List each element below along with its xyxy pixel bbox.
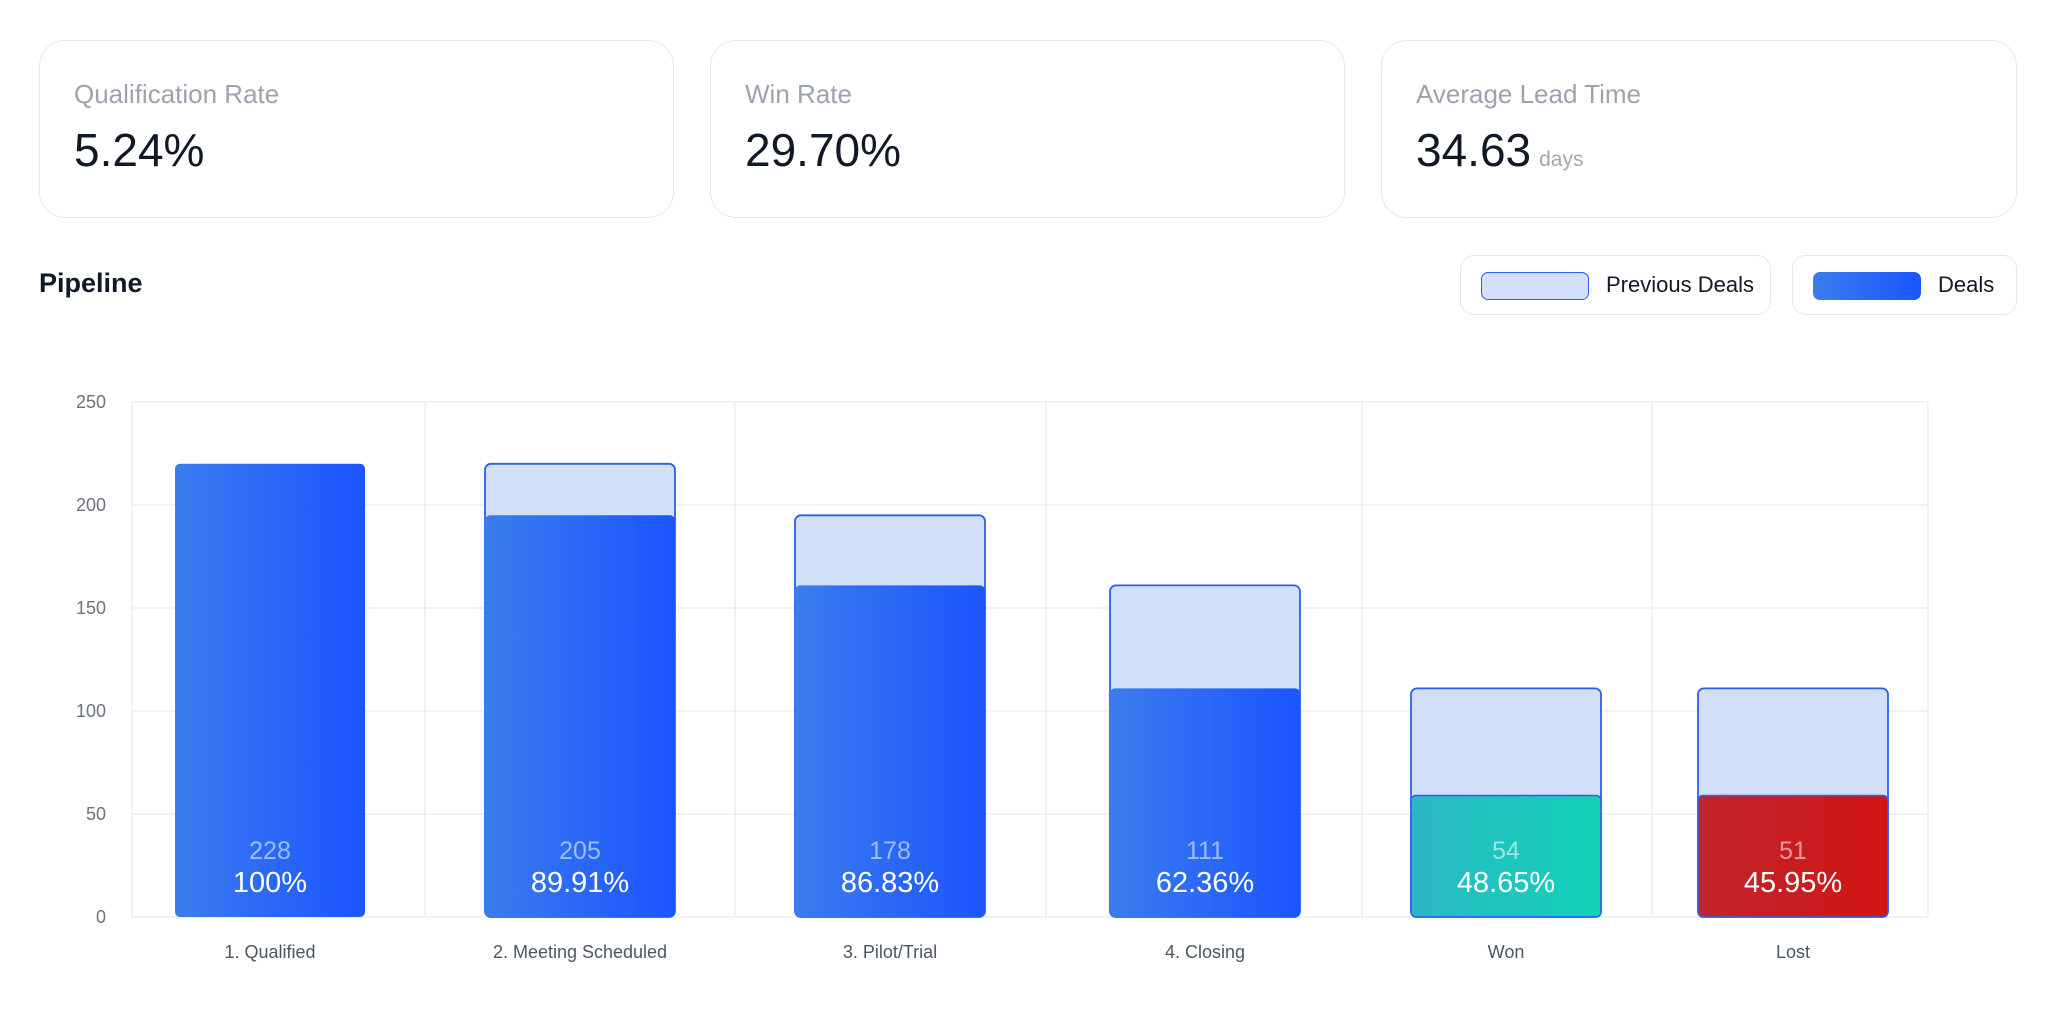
bar-count-label: 54: [1492, 837, 1520, 865]
x-tick-label: 3. Pilot/Trial: [843, 942, 937, 962]
bar-count-label: 111: [1186, 837, 1224, 865]
bar-count-label: 51: [1779, 837, 1807, 865]
x-axis: 1. Qualified 2. Meeting Scheduled 3. Pilot…: [224, 942, 1810, 962]
bar-percent-label: 62.36%: [1156, 867, 1254, 899]
bar-deals: [1110, 688, 1300, 917]
legend-toggle-previous-deals[interactable]: Previous Deals: [1460, 255, 1771, 315]
bar-percent-label: 86.83%: [841, 867, 939, 899]
bar-deals: [485, 515, 675, 917]
y-tick-label: 0: [96, 907, 106, 927]
kpi-label: Qualification Rate: [74, 79, 280, 109]
y-tick-label: 150: [76, 598, 106, 618]
kpi-value: 34.63 days: [1416, 124, 1584, 176]
x-tick-label: Lost: [1776, 942, 1810, 962]
kpi-value: 29.70%: [745, 124, 902, 176]
x-tick-label: Won: [1488, 942, 1525, 962]
kpi-card-average-lead-time: Average Lead Time 34.63 days: [1381, 40, 2017, 218]
x-tick-label: 1. Qualified: [224, 942, 315, 962]
chart-grid: [131, 401, 1929, 918]
bar-percent-label: 45.95%: [1744, 867, 1842, 899]
y-tick-label: 200: [76, 495, 106, 515]
bar-deals: [175, 463, 365, 917]
legend-label-previous: Previous Deals: [1606, 272, 1754, 297]
bar-percent-label: 100%: [233, 867, 307, 899]
kpi-card-qualification-rate: Qualification Rate 5.24%: [39, 40, 674, 218]
kpi-label: Average Lead Time: [1416, 79, 1641, 109]
y-tick-label: 250: [76, 392, 106, 412]
y-tick-label: 100: [76, 701, 106, 721]
bar-count-label: 228: [249, 837, 291, 865]
kpi-card-win-rate: Win Rate 29.70%: [710, 40, 1345, 218]
legend-label-deals: Deals: [1938, 272, 1995, 297]
legend-swatch-deals: [1813, 272, 1921, 300]
x-tick-label: 4. Closing: [1165, 942, 1245, 962]
legend-toggle-deals[interactable]: Deals: [1792, 255, 2017, 315]
x-tick-label: 2. Meeting Scheduled: [493, 942, 667, 962]
legend-swatch-previous: [1481, 272, 1589, 300]
bar-deals: [795, 585, 985, 917]
kpi-unit: days: [1539, 148, 1584, 171]
bar-deals: [1410, 794, 1602, 918]
y-tick-label: 50: [86, 804, 106, 824]
pipeline-title: Pipeline: [39, 268, 143, 298]
bar-percent-label: 48.65%: [1457, 867, 1555, 899]
kpi-value: 5.24%: [74, 124, 205, 176]
bar-count-label: 205: [559, 837, 601, 865]
kpi-label: Win Rate: [745, 79, 852, 109]
bar-count-label: 178: [869, 837, 911, 865]
y-axis: 0 50 100 150 200 250: [76, 392, 106, 927]
bar-deals: [1697, 794, 1889, 918]
bar-percent-label: 89.91%: [531, 867, 629, 899]
